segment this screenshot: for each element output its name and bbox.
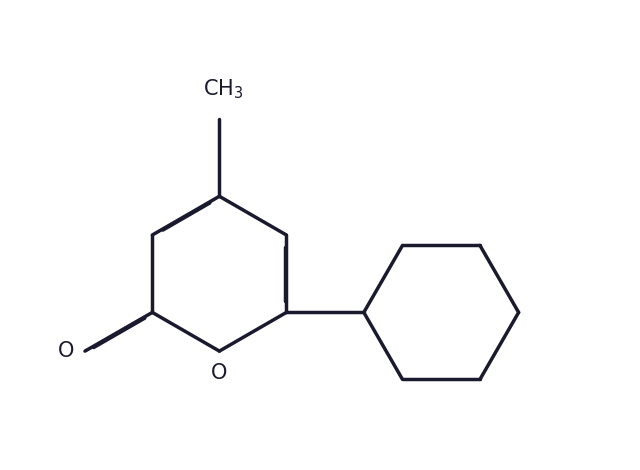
Text: O: O — [211, 363, 228, 383]
Text: CH$_3$: CH$_3$ — [203, 78, 243, 101]
Text: O: O — [58, 341, 74, 361]
